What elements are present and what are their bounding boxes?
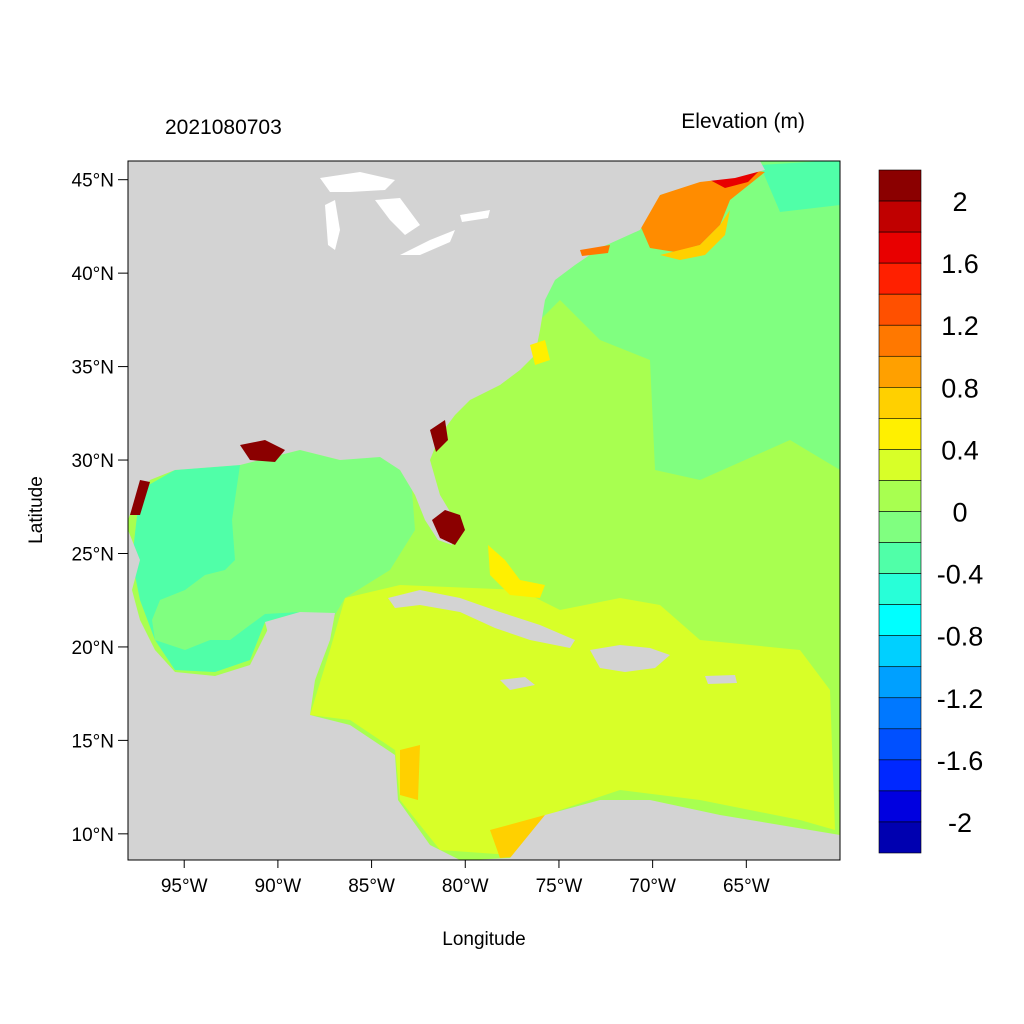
colorbar-swatch	[878, 697, 922, 730]
land-yucatan	[265, 612, 335, 685]
colorbar-swatch	[878, 728, 922, 761]
lat-tick-label: 20°N	[72, 638, 114, 659]
colorbar-label: 1.6	[941, 249, 979, 279]
lon-tick-label: 80°W	[442, 876, 489, 897]
colorbar-swatch	[878, 573, 922, 605]
map-frame	[127, 160, 841, 861]
lon-tick-label: 85°W	[348, 876, 395, 897]
colorbar-swatch	[878, 355, 922, 388]
longitude-axis: 95°W 90°W 85°W 80°W 75°W 70°W 65°W	[161, 860, 770, 897]
south-florida-surge	[432, 510, 465, 545]
colorbar-swatch	[878, 231, 922, 264]
land-hispaniola	[590, 645, 670, 672]
land-cuba	[388, 590, 575, 648]
colorbar-swatch	[878, 480, 922, 512]
chesapeake-surge	[530, 340, 550, 365]
latitude-axis: 45°N 40°N 35°N 30°N 25°N 20°N 15°N 10°N	[72, 171, 128, 846]
lon-tick-label: 75°W	[536, 876, 583, 897]
land	[128, 161, 840, 860]
colorbar-swatch	[878, 324, 922, 357]
colorbar-swatch	[878, 200, 922, 233]
lake-huron	[375, 198, 420, 235]
ocean-gulf-of-maine-edge	[660, 210, 730, 260]
georgia-coast-surge	[430, 420, 448, 452]
lon-tick-label: 70°W	[629, 876, 676, 897]
colorbar-swatch	[878, 262, 922, 295]
colorbar-swatch	[878, 511, 922, 543]
lake-ontario	[460, 210, 490, 222]
ocean-atlantic-zone	[760, 161, 840, 212]
map-panel	[128, 161, 840, 860]
colorbar-swatch	[878, 759, 922, 792]
lon-tick-label: 90°W	[255, 876, 302, 897]
colorbar-label: 2	[952, 187, 967, 217]
colorbar-swatch	[878, 387, 922, 419]
colorbar-swatch	[878, 542, 922, 574]
colorbar-label: -0.4	[937, 560, 984, 590]
lat-tick-label: 30°N	[72, 451, 114, 472]
colorbar-swatch	[878, 790, 922, 823]
ocean-darien-band	[400, 745, 420, 800]
ocean-gulf-west	[132, 465, 240, 640]
louisiana-surge	[240, 440, 285, 462]
land-mexico-central-america	[128, 530, 460, 860]
land-south-america	[470, 800, 840, 860]
colorbar-label: -1.6	[937, 746, 984, 776]
colorbar-label: -0.8	[937, 622, 984, 652]
colorbar-swatch	[878, 635, 922, 668]
lat-tick-label: 15°N	[72, 731, 114, 752]
land-jamaica	[500, 677, 535, 690]
colorbar-swatch	[878, 821, 922, 854]
colorbar-label: 1.2	[941, 311, 979, 341]
colorbar-label: 0	[952, 498, 967, 528]
lon-tick-label: 95°W	[161, 876, 208, 897]
ocean-gulf-south	[155, 612, 300, 672]
colorbar-label: 0.8	[941, 373, 979, 403]
long-island-sound	[580, 245, 610, 256]
lake-superior	[320, 172, 395, 192]
lake-michigan	[325, 200, 340, 250]
colorbar-swatch	[878, 169, 922, 202]
coastal-surge-markers	[130, 420, 465, 545]
lake-erie	[400, 230, 455, 255]
colorbar-swatch	[878, 293, 922, 326]
land-north-america	[128, 161, 765, 545]
lon-tick-label: 65°W	[723, 876, 770, 897]
colorbar-label: -1.2	[937, 684, 984, 714]
lat-tick-label: 40°N	[72, 264, 114, 285]
colorbar-label: 0.4	[941, 435, 979, 465]
variable-label: Elevation (m)	[681, 110, 805, 133]
land-puerto-rico	[705, 675, 737, 684]
colorbar	[878, 169, 922, 854]
ocean-caribbean-sea	[310, 585, 835, 855]
y-axis-title: Latitude	[26, 476, 47, 544]
colorbar-swatch	[878, 418, 922, 450]
lat-tick-label: 25°N	[72, 544, 114, 565]
colorbar-swatch	[878, 604, 922, 636]
colorbar-labels: 2 1.6 1.2 0.8 0.4 0 -0.4 -0.8 -1.2 -1.6 -2	[937, 187, 984, 838]
ocean-gulf-of-maine	[640, 170, 765, 252]
lat-tick-label: 10°N	[72, 825, 114, 846]
great-lakes	[320, 172, 490, 255]
colorbar-swatch	[878, 666, 922, 699]
date-label: 2021080703	[165, 116, 282, 139]
texas-coast-surge	[130, 480, 150, 515]
colorbar-swatch	[878, 449, 922, 481]
lat-tick-label: 45°N	[72, 171, 114, 192]
x-axis-title: Longitude	[442, 929, 525, 950]
colorbar-label: -2	[948, 808, 972, 838]
ocean-bahamas-yellow	[488, 545, 545, 598]
lat-tick-label: 35°N	[72, 358, 114, 379]
